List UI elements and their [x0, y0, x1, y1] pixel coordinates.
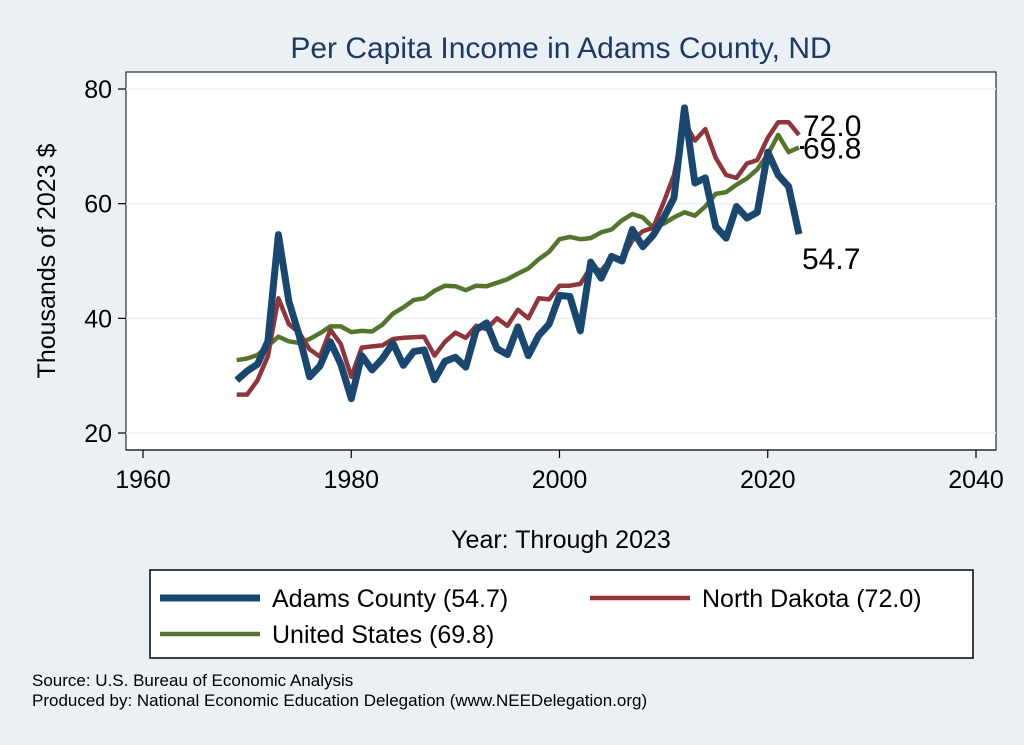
y-tick-label-40: 40: [84, 305, 112, 333]
y-tick-label-80: 80: [84, 76, 112, 104]
x-tick-label-1960: 1960: [115, 466, 171, 494]
series-line-north-dakota: [236, 120, 801, 397]
plot-area: [125, 71, 997, 451]
end-label-adams-county: 54.7: [802, 243, 860, 276]
y-axis-label: Thousands of 2023 $: [33, 143, 61, 378]
x-tick-label-2000: 2000: [532, 466, 588, 494]
end-labels: 72.069.8 54.7: [799, 110, 861, 276]
producer-note: Produced by: National Economic Education…: [32, 691, 648, 710]
x-tick-label-1980: 1980: [323, 466, 379, 494]
legend-label-united-states: United States (69.8): [272, 621, 494, 649]
series-layer: [234, 104, 803, 403]
chart-title: Per Capita Income in Adams County, ND: [290, 32, 831, 65]
x-tick-label-2040: 2040: [948, 466, 1004, 494]
legend-box: [149, 569, 974, 659]
source-note: Source: U.S. Bureau of Economic Analysis: [32, 671, 354, 690]
y-tick-label-60: 60: [84, 191, 112, 219]
series-line-adams-county: [234, 104, 803, 403]
y-tick-label-20: 20: [84, 420, 112, 448]
legend-label-adams-county: Adams County (54.7): [272, 585, 508, 613]
legend-label-north-dakota: North Dakota (72.0): [702, 585, 922, 613]
x-tick-label-2020: 2020: [740, 466, 796, 494]
series-line-united-states: [236, 132, 800, 363]
x-axis-label: Year: Through 2023: [451, 526, 671, 554]
end-label-north-dakota: 72.0: [803, 110, 861, 143]
end-label-united-states: 69.8: [803, 132, 861, 165]
legend: Adams County (54.7) North Dakota (72.0) Un…: [149, 569, 974, 659]
